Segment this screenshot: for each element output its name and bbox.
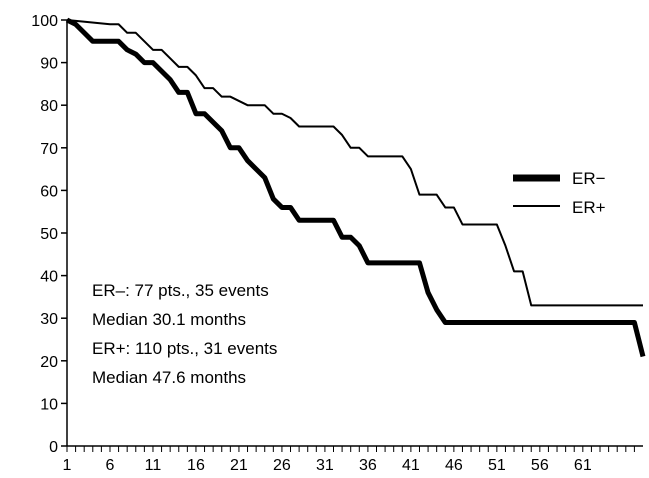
series-line-er-neg: [65, 17, 646, 358]
x-tick-label: 16: [187, 457, 205, 474]
y-tick-label: 30: [40, 311, 58, 328]
y-tick-label: 70: [40, 141, 58, 158]
y-tick-label: 20: [40, 354, 58, 371]
x-tick-label: 6: [106, 457, 115, 474]
x-tick-label: 51: [488, 457, 506, 474]
x-tick-label: 21: [230, 457, 248, 474]
annotation-er-neg-count: ER–: 77 pts., 35 events: [92, 281, 269, 300]
y-axis: 0 10 20 30 40 50 60 70 80 90 100: [31, 13, 68, 456]
annotations: ER–: 77 pts., 35 events Median 30.1 mont…: [92, 281, 277, 387]
x-tick-label: 31: [316, 457, 334, 474]
y-tick-label: 80: [40, 98, 58, 115]
y-tick-label: 100: [31, 13, 58, 30]
series-layer: [65, 17, 646, 358]
x-tick-label: 46: [445, 457, 463, 474]
x-tick-label: 36: [359, 457, 377, 474]
x-tick-label: 41: [402, 457, 420, 474]
annotation-er-neg-median: Median 30.1 months: [92, 310, 246, 329]
x-axis: 1 6 11 16 21 26 31 36 41 46 51 56 61: [63, 445, 643, 474]
x-tick-label: 61: [574, 457, 592, 474]
y-tick-label: 0: [49, 439, 58, 456]
series-line-er-pos: [66, 19, 643, 307]
x-tick-label: 11: [145, 457, 162, 474]
x-tick-label: 26: [273, 457, 291, 474]
annotation-er-pos-count: ER+: 110 pts., 31 events: [92, 339, 277, 358]
legend-label-er-neg: ER−: [572, 169, 606, 188]
y-tick-label: 50: [40, 226, 58, 243]
legend-label-er-pos: ER+: [572, 198, 606, 217]
y-tick-label: 40: [40, 269, 58, 286]
y-tick-label: 90: [40, 56, 58, 73]
legend: ER− ER+: [513, 169, 606, 217]
annotation-er-pos-median: Median 47.6 months: [92, 368, 246, 387]
y-tick-label: 60: [40, 183, 58, 200]
x-tick-label: 56: [531, 457, 549, 474]
y-tick-label: 10: [40, 396, 58, 413]
x-tick-label: 1: [63, 457, 72, 474]
